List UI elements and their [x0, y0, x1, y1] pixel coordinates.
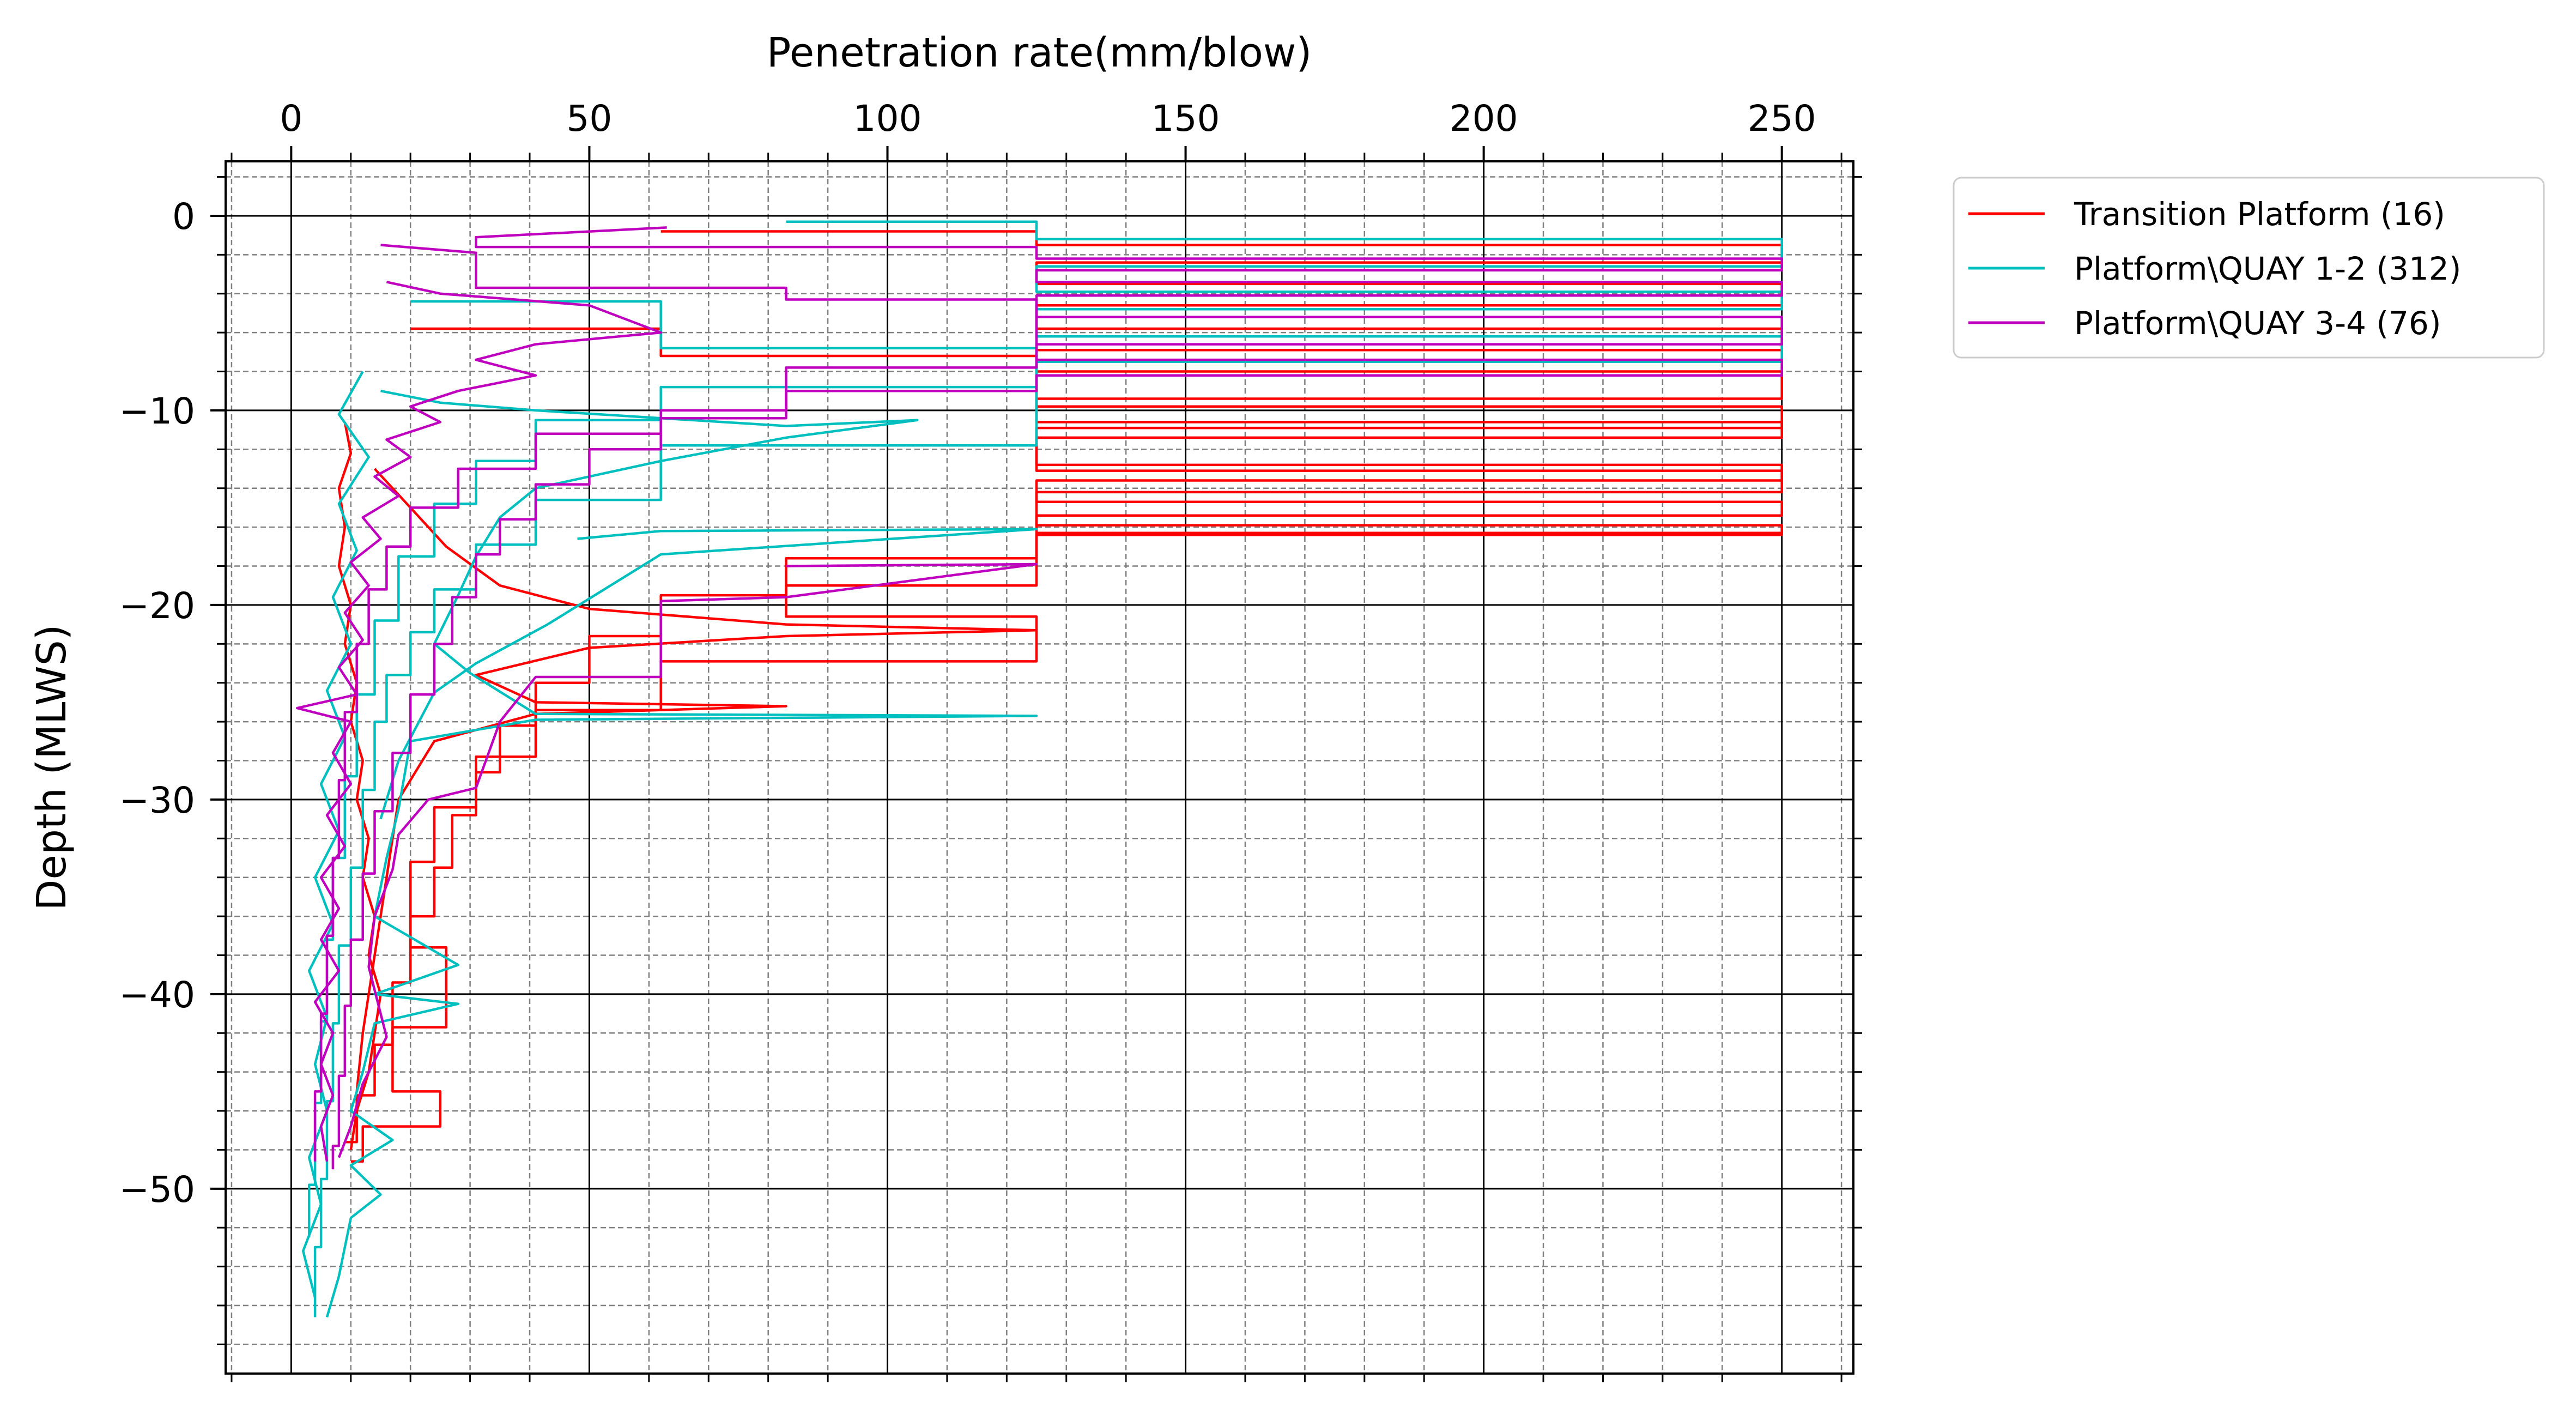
series-line	[313, 300, 1038, 1317]
x-tick-label: 100	[853, 98, 922, 140]
series-line	[350, 327, 1783, 1163]
y-tick-label: −40	[119, 974, 195, 1016]
series-line	[337, 421, 382, 1150]
x-tick-labels: 0 50 100 150 200 250	[280, 98, 1816, 140]
legend: Transition Platform (16) Platform\QUAY 1-…	[1953, 177, 2545, 359]
series-line	[331, 226, 1783, 1170]
y-tick-label: 0	[172, 196, 195, 238]
series-line	[337, 563, 1038, 1158]
plot-background	[226, 161, 1853, 1374]
series-line	[296, 281, 662, 1162]
series-group-2	[296, 226, 1783, 1170]
x-tick-label: 0	[280, 98, 302, 140]
y-tick-label: −30	[119, 779, 195, 821]
minor-grid	[226, 161, 1853, 1374]
y-axis-title: Depth (MLWS)	[28, 624, 75, 910]
ticks	[210, 146, 1862, 1382]
x-tick-label: 200	[1450, 98, 1518, 140]
y-tick-label: −10	[119, 390, 195, 432]
legend-label: Platform\QUAY 1-2 (312)	[2074, 250, 2461, 287]
x-axis-title: Penetration rate(mm/blow)	[767, 29, 1312, 76]
legend-label: Platform\QUAY 3-4 (76)	[2074, 305, 2441, 342]
y-tick-labels: 0 −10 −20 −30 −40 −50	[119, 196, 195, 1211]
y-tick-label: −20	[119, 585, 195, 627]
series-line	[313, 244, 1038, 1162]
y-tick-label: −50	[119, 1169, 195, 1211]
x-tick-label: 150	[1151, 98, 1220, 140]
x-tick-label: 250	[1748, 98, 1816, 140]
plot-frame	[225, 160, 1854, 1375]
series-line	[355, 468, 1038, 1092]
x-tick-label: 50	[566, 98, 612, 140]
series-line	[325, 389, 1038, 1318]
legend-box	[1953, 177, 2545, 359]
major-grid	[226, 161, 1853, 1374]
series-layer	[296, 220, 1783, 1318]
legend-label: Transition Platform (16)	[2074, 196, 2445, 233]
